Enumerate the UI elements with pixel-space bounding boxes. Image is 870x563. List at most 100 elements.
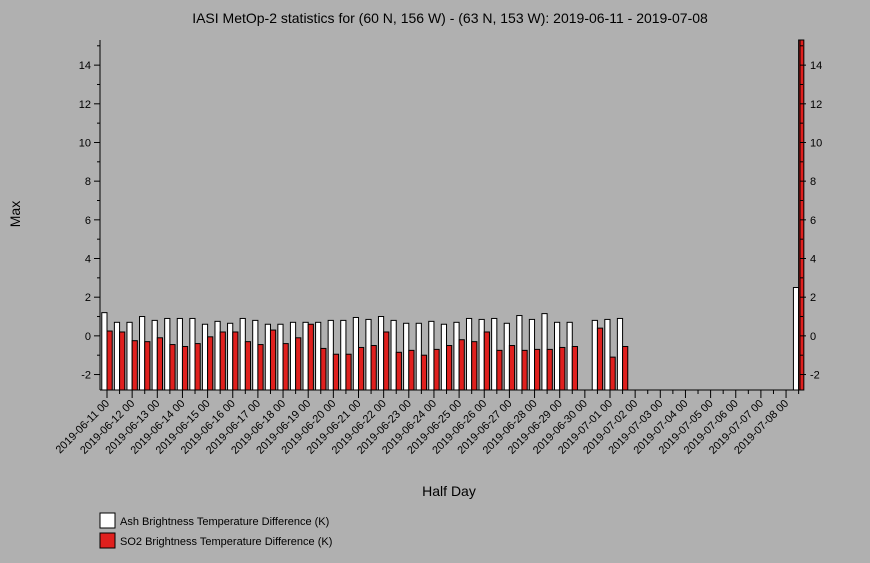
legend-swatch-ash bbox=[99, 512, 116, 529]
ash-bar bbox=[440, 323, 448, 391]
y-tick-label-left: 4 bbox=[85, 254, 91, 266]
ash-bar bbox=[315, 321, 322, 391]
y-tick-label-left: 10 bbox=[79, 137, 91, 149]
so2-bar bbox=[194, 343, 201, 391]
ash-bar bbox=[126, 321, 133, 391]
y-tick-label-left: 8 bbox=[85, 176, 91, 188]
ash-bar bbox=[465, 317, 473, 391]
so2-bar bbox=[219, 331, 226, 391]
y-tick-label-right: 0 bbox=[810, 331, 816, 343]
ash-bar bbox=[616, 317, 624, 391]
so2-bar bbox=[320, 347, 327, 391]
so2-bar bbox=[458, 339, 465, 391]
so2-bar bbox=[395, 351, 402, 391]
ash-bar bbox=[491, 317, 498, 391]
y-tick-label-right: 4 bbox=[810, 254, 816, 266]
so2-bar bbox=[181, 345, 189, 391]
so2-bar bbox=[446, 345, 453, 391]
y-tick-label-right: 2 bbox=[810, 292, 816, 304]
so2-bar bbox=[420, 354, 428, 391]
y-tick-label-right: 12 bbox=[810, 99, 822, 111]
so2-bar bbox=[596, 327, 604, 391]
ash-bar bbox=[227, 322, 234, 391]
so2-bar bbox=[546, 348, 553, 391]
ash-bar bbox=[478, 318, 485, 391]
ash-bar bbox=[139, 316, 146, 391]
y-tick-label-right: -2 bbox=[810, 370, 820, 382]
so2-bar bbox=[106, 330, 113, 391]
ash-bar bbox=[604, 318, 611, 391]
so2-bar bbox=[119, 331, 126, 391]
so2-bar bbox=[257, 344, 264, 391]
ash-bar bbox=[252, 319, 259, 391]
ash-bar bbox=[390, 319, 397, 391]
y-tick-label-right: 6 bbox=[810, 215, 816, 227]
ash-bar bbox=[352, 316, 359, 391]
so2-bar bbox=[534, 348, 541, 391]
y-tick-label-left: 2 bbox=[85, 292, 91, 304]
so2-bar bbox=[433, 348, 440, 391]
so2-bar bbox=[307, 323, 314, 391]
so2-bar bbox=[559, 346, 566, 391]
legend-label-so2: SO2 Brightness Temperature Difference (K… bbox=[120, 536, 332, 548]
ash-bar bbox=[591, 319, 598, 391]
so2-bar bbox=[207, 336, 214, 391]
ash-bar bbox=[503, 322, 510, 391]
ash-bar bbox=[151, 319, 158, 391]
y-tick-label-left: 12 bbox=[79, 99, 91, 111]
y-tick-label-right: 10 bbox=[810, 137, 822, 149]
so2-bar bbox=[345, 353, 352, 391]
y-tick-label-right: 8 bbox=[810, 176, 816, 188]
ash-bar bbox=[239, 317, 246, 391]
bar-group bbox=[101, 39, 805, 391]
so2-bar bbox=[169, 344, 176, 391]
ash-bar bbox=[528, 318, 536, 391]
so2-bar bbox=[332, 353, 340, 391]
ash-bar bbox=[566, 321, 573, 391]
y-tick-label-right: 14 bbox=[810, 60, 822, 72]
ash-bar bbox=[176, 317, 183, 391]
legend-label-ash: Ash Brightness Temperature Difference (K… bbox=[120, 516, 329, 528]
so2-bar bbox=[358, 346, 365, 391]
ash-bar bbox=[453, 321, 460, 391]
so2-bar bbox=[244, 341, 252, 391]
so2-bar bbox=[508, 345, 516, 391]
ash-bar bbox=[164, 317, 171, 391]
ash-bar bbox=[377, 316, 385, 391]
legend-swatch-so2 bbox=[99, 532, 116, 549]
ash-bar bbox=[214, 320, 221, 391]
ash-bar bbox=[428, 320, 435, 391]
ash-bar bbox=[340, 319, 347, 391]
chart-title: IASI MetOp-2 statistics for (60 N, 156 W… bbox=[192, 10, 708, 26]
y-tick-label-left: 6 bbox=[85, 215, 91, 227]
ash-bar bbox=[554, 321, 561, 391]
ash-bar bbox=[264, 323, 271, 391]
y-tick-label-left: 14 bbox=[79, 60, 91, 72]
ash-bar bbox=[189, 317, 196, 391]
ash-bar bbox=[403, 322, 410, 391]
so2-bar bbox=[496, 349, 503, 391]
so2-bar bbox=[408, 349, 415, 391]
so2-bar bbox=[571, 345, 578, 391]
so2-bar bbox=[156, 337, 164, 391]
so2-bar bbox=[622, 345, 629, 391]
ash-bar bbox=[327, 319, 334, 391]
so2-bar bbox=[471, 341, 478, 391]
ash-bar bbox=[302, 321, 309, 391]
so2-bar bbox=[798, 39, 805, 391]
ash-bar bbox=[365, 318, 372, 391]
ash-bar bbox=[277, 323, 284, 391]
so2-bar bbox=[521, 349, 528, 391]
ash-bar bbox=[113, 321, 121, 391]
ash-bar bbox=[415, 322, 422, 391]
so2-bar bbox=[295, 337, 302, 391]
ash-bar bbox=[201, 323, 209, 391]
ash-bar bbox=[792, 287, 800, 391]
ash-bar bbox=[516, 315, 523, 391]
ash-bar bbox=[289, 321, 297, 391]
so2-bar bbox=[383, 331, 390, 391]
so2-bar bbox=[232, 331, 239, 391]
so2-bar bbox=[609, 356, 616, 391]
y-tick-label-left: 0 bbox=[85, 331, 91, 343]
